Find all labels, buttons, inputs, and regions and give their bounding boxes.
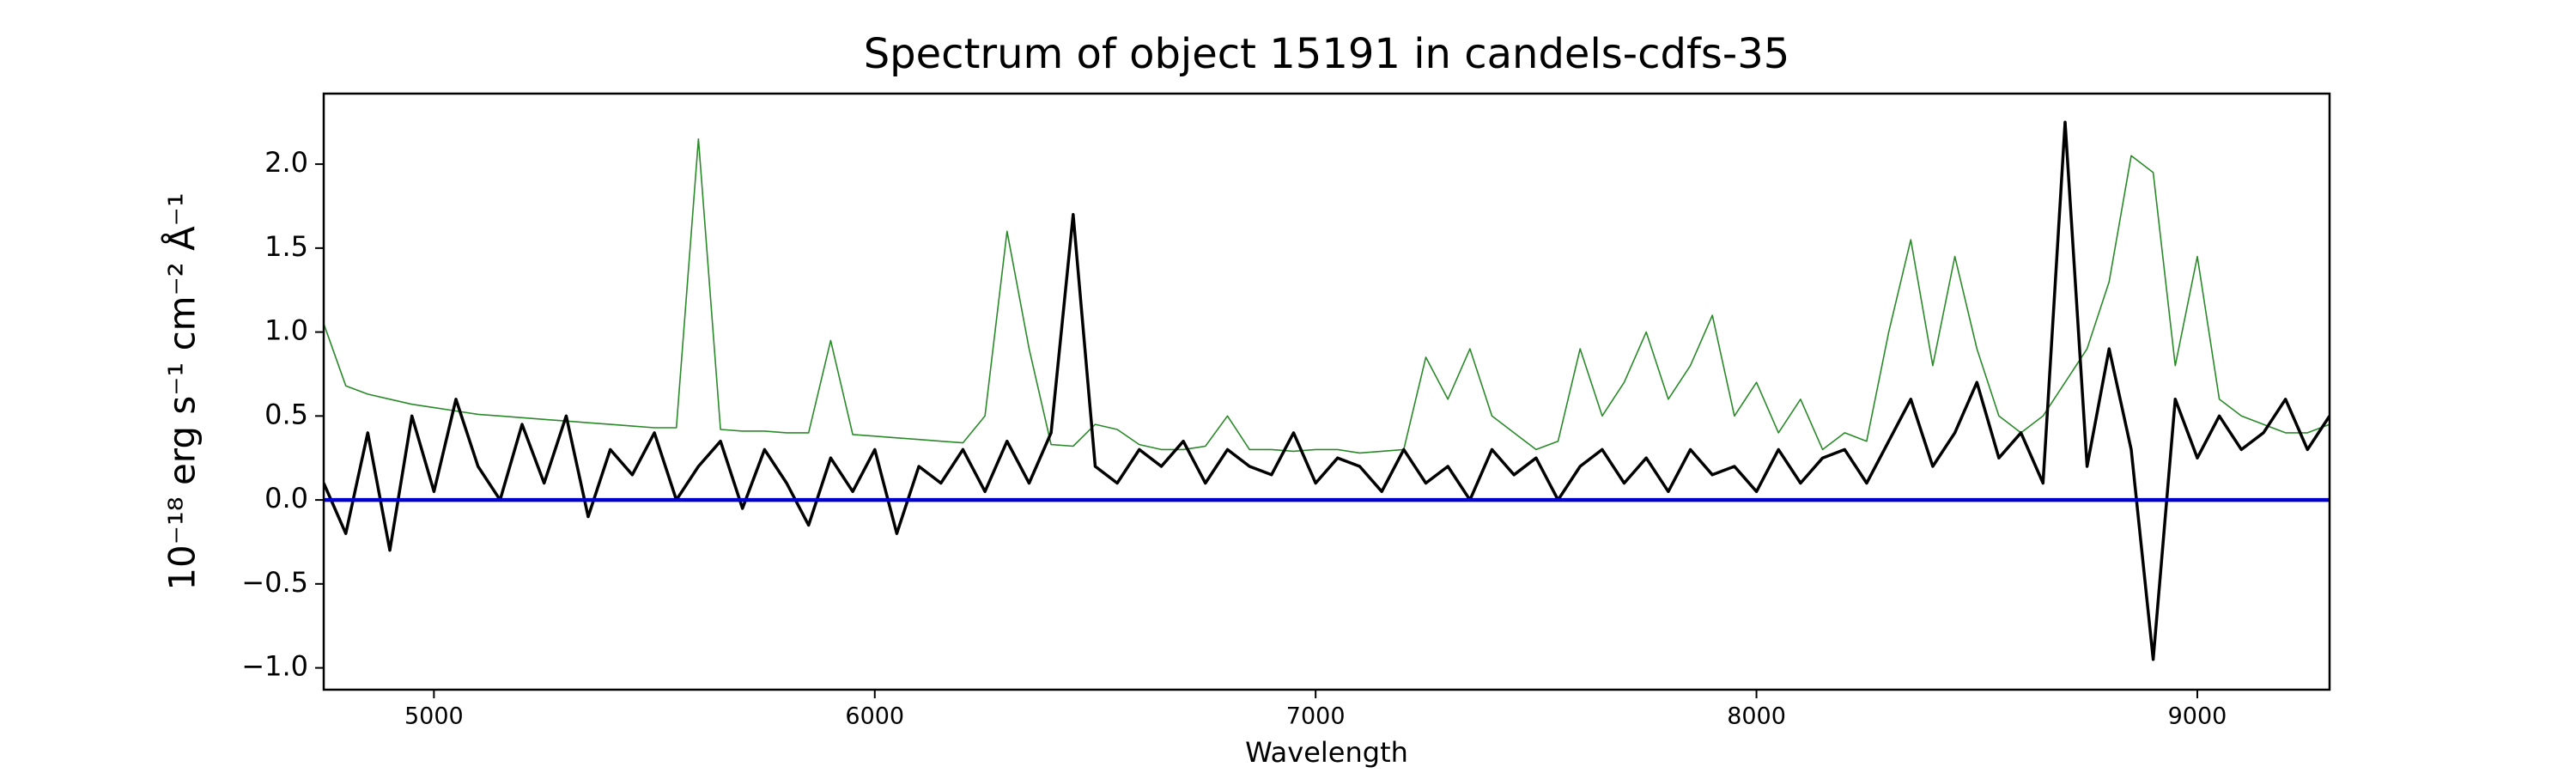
y-tick-label: 1.0 (264, 314, 308, 347)
plot-frame (322, 92, 2331, 691)
y-tick-label: −0.5 (241, 566, 308, 599)
y-tick-label: 0.5 (264, 398, 308, 430)
x-tick-label: 8000 (1727, 703, 1786, 730)
spectrum-line (324, 138, 2330, 454)
y-tick-label: −1.0 (241, 650, 308, 683)
x-axis-label: Wavelength (1245, 736, 1408, 769)
x-tick-label: 6000 (845, 703, 904, 730)
spectrum-line (324, 120, 2330, 661)
x-tick-label: 5000 (404, 703, 464, 730)
y-tick-label: 1.5 (264, 230, 308, 263)
chart-title: Spectrum of object 15191 in candels-cdfs… (864, 30, 1790, 78)
x-tick-label: 9000 (2168, 703, 2227, 730)
y-tick-label: 0.0 (264, 482, 308, 514)
y-axis-label: 10⁻¹⁸ erg s⁻¹ cm⁻² Å⁻¹ (161, 192, 204, 590)
y-tick-label: 2.0 (264, 146, 308, 179)
x-tick-label: 7000 (1286, 703, 1346, 730)
